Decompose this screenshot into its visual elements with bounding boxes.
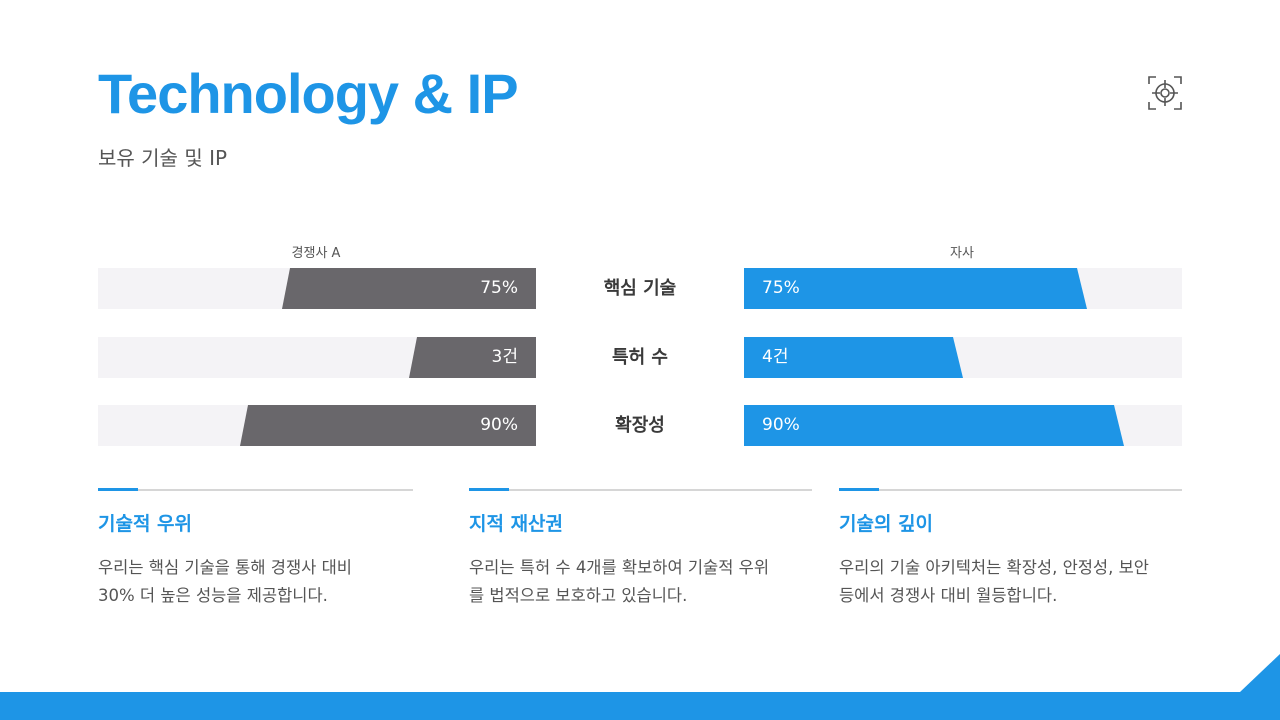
competitor-bar-scalability: 90% xyxy=(240,405,536,446)
bar-value: 75% xyxy=(480,278,518,298)
card-body: 우리는 특허 수 4개를 확보하여 기술적 우위 를 법적으로 보호하고 있습니… xyxy=(469,554,812,610)
card-body-line: 우리의 기술 아키텍처는 확장성, 안정성, 보안 xyxy=(839,557,1149,577)
card-title: 기술적 우위 xyxy=(98,513,193,535)
our-bar-patents: 4건 xyxy=(744,337,963,378)
our-bar-core-tech: 75% xyxy=(744,268,1087,309)
our-bar-track: 75% xyxy=(744,268,1182,309)
card-body-line: 우리는 핵심 기술을 통해 경쟁사 대비 xyxy=(98,557,352,577)
card-divider xyxy=(469,488,812,491)
page-title: Technology & IP xyxy=(98,62,519,125)
card-divider xyxy=(839,488,1182,491)
card-body: 우리는 핵심 기술을 통해 경쟁사 대비 30% 더 높은 성능을 제공합니다. xyxy=(98,554,413,610)
card-intellectual-property: 지적 재산권 우리는 특허 수 4개를 확보하여 기술적 우위 를 법적으로 보… xyxy=(469,488,812,610)
bar-value: 3건 xyxy=(491,347,518,367)
our-bar-track: 4건 xyxy=(744,337,1182,378)
target-crosshair-icon xyxy=(1148,76,1182,110)
card-body-line: 를 법적으로 보호하고 있습니다. xyxy=(469,585,688,605)
our-bar-scalability: 90% xyxy=(744,405,1124,446)
footer-accent-bar xyxy=(0,692,1280,720)
page-subtitle: 보유 기술 및 IP xyxy=(98,146,228,170)
competitor-bar-core-tech: 75% xyxy=(282,268,536,309)
metric-label-core-tech: 핵심 기술 xyxy=(603,278,677,299)
card-technical-advantage: 기술적 우위 우리는 핵심 기술을 통해 경쟁사 대비 30% 더 높은 성능을… xyxy=(98,488,413,610)
metric-label-patents: 특허 수 xyxy=(612,347,668,368)
card-divider xyxy=(98,488,413,491)
bar-value: 90% xyxy=(762,415,800,435)
card-body: 우리의 기술 아키텍처는 확장성, 안정성, 보안 등에서 경쟁사 대비 월등합… xyxy=(839,554,1182,610)
card-title: 기술의 깊이 xyxy=(839,513,934,535)
our-company-column-label: 자사 xyxy=(950,246,974,261)
competitor-bar-patents: 3건 xyxy=(409,337,536,378)
card-body-line: 등에서 경쟁사 대비 월등합니다. xyxy=(839,585,1058,605)
competitor-column-label: 경쟁사 A xyxy=(291,246,341,261)
metric-label-scalability: 확장성 xyxy=(615,415,665,436)
our-bar-track: 90% xyxy=(744,405,1182,446)
competitor-bar-track: 75% xyxy=(98,268,536,309)
card-body-line: 30% 더 높은 성능을 제공합니다. xyxy=(98,585,328,605)
footer-corner-triangle xyxy=(1234,654,1280,700)
bar-value: 90% xyxy=(480,415,518,435)
competitor-bar-track: 90% xyxy=(98,405,536,446)
card-body-line: 우리는 특허 수 4개를 확보하여 기술적 우위 xyxy=(469,557,770,577)
bar-value: 4건 xyxy=(762,347,789,367)
card-title: 지적 재산권 xyxy=(469,513,564,535)
bar-value: 75% xyxy=(762,278,800,298)
competitor-bar-track: 3건 xyxy=(98,337,536,378)
card-technology-depth: 기술의 깊이 우리의 기술 아키텍처는 확장성, 안정성, 보안 등에서 경쟁사… xyxy=(839,488,1182,610)
